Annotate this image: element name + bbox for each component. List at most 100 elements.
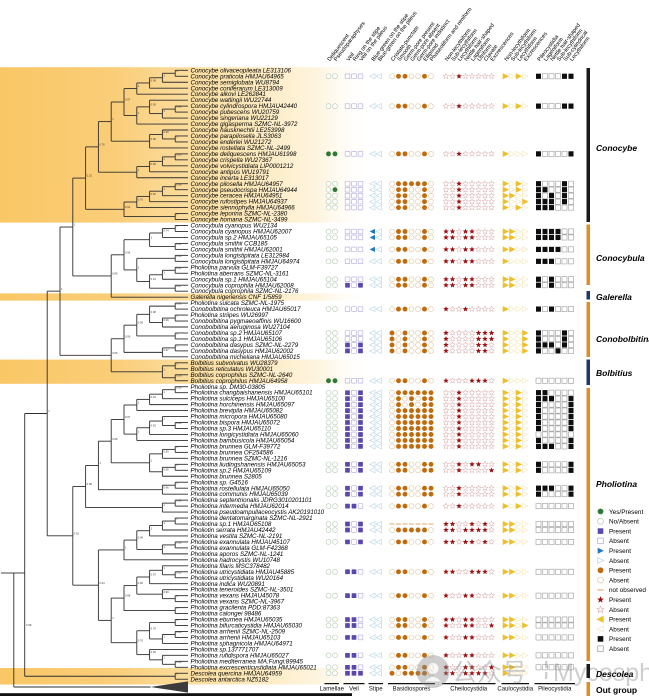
- matrix-cell-star-red-open: [449, 377, 456, 384]
- matrix-cell-square-purple-filled: [351, 635, 357, 640]
- support-value: 0.98: [176, 630, 182, 634]
- matrix-row: [325, 651, 574, 659]
- matrix-cell-star-red-open: [475, 621, 482, 629]
- matrix-cell-circle-brown-open: [389, 186, 395, 193]
- matrix-cell-circle-brown-open: [408, 258, 415, 265]
- matrix-cell-square-purple-filled: [358, 348, 363, 354]
- matrix-cell-circle-brown-open: [408, 228, 415, 235]
- matrix-cell-star-red-open: [449, 400, 456, 408]
- matrix-cell-square-purple-open: [351, 419, 357, 426]
- matrix-cell-star-red-open: [449, 418, 456, 426]
- support-value: 1: [176, 224, 178, 228]
- matrix-cell-circle-green-open: [332, 664, 338, 671]
- matrix-cell-star-red-open: [481, 245, 489, 253]
- matrix-cell-square-purple-filled: [358, 521, 363, 527]
- matrix-cell-star-red-open: [488, 430, 495, 438]
- matrix-cell-star-red-open: [468, 150, 476, 157]
- matrix-cell-square-black-filled: [568, 437, 574, 444]
- matrix-cell-square-black-open: [568, 342, 574, 348]
- matrix-cell-star-red-open: [488, 281, 495, 289]
- matrix-cell-triangle-blue-open: [375, 485, 382, 492]
- matrix-cell-square-purple-filled: [345, 569, 350, 575]
- genus-label: Conobolbitina: [596, 334, 649, 344]
- genus-bar: [586, 302, 590, 357]
- matrix-cell-square-black-filled: [536, 425, 541, 432]
- matrix-cell-circle-brown-filled: [396, 205, 401, 211]
- matrix-cell-triangle-blue-open: [368, 538, 376, 546]
- matrix-cell-circle-brown-open: [389, 377, 395, 384]
- taxon-label: Conocybe cylindrospora HMJAU42440: [191, 103, 298, 110]
- matrix-cell-circle-brown-open: [428, 569, 434, 575]
- matrix-cell-triangle-yellow-open: [509, 491, 516, 498]
- matrix-cell-star-red-open: [475, 538, 482, 545]
- matrix-cell-triangle-blue-open: [368, 282, 376, 289]
- support-value: 0.98: [151, 79, 157, 83]
- matrix-cell-star-red-open: [442, 395, 450, 402]
- matrix-cell-triangle-yellow-open: [522, 180, 529, 187]
- matrix-cell-triangle-yellow-open: [522, 664, 529, 671]
- matrix-cell-circle-brown-filled: [396, 390, 401, 396]
- matrix-cell-star-red-open: [442, 430, 450, 438]
- matrix-cell-circle-green-open: [325, 425, 332, 432]
- matrix-cell-triangle-yellow-filled: [509, 228, 516, 235]
- matrix-cell-square-black-open: [555, 592, 561, 599]
- matrix-cell-square-black-filled: [555, 246, 561, 252]
- matrix-cell-circle-brown-filled: [415, 670, 421, 676]
- matrix-cell-square-purple-filled: [358, 438, 363, 443]
- matrix-cell-triangle-yellow-open: [522, 652, 529, 659]
- matrix-cell-circle-brown-filled: [396, 282, 401, 288]
- matrix-cell-circle-brown-filled: [422, 181, 427, 187]
- taxon-label: Conocybula sp.1 HMJAU65104: [191, 276, 278, 283]
- taxon-label: Pholiotina brunnea S2805: [191, 473, 263, 480]
- matrix-cell-circle-brown-filled: [402, 443, 408, 449]
- matrix-cell-square-black-filled: [568, 103, 574, 109]
- matrix-cell-star-red-filled: [462, 664, 469, 670]
- matrix-cell-triangle-blue-open: [368, 419, 376, 426]
- matrix-cell-circle-brown-open: [389, 180, 395, 187]
- matrix-cell-circle-brown-open: [389, 527, 395, 533]
- matrix-cell-star-red-open: [455, 305, 463, 313]
- matrix-cell-star-red-open: [442, 418, 450, 426]
- matrix-cell-triangle-yellow-filled: [502, 276, 510, 283]
- matrix-cell-square-black-open: [548, 419, 555, 426]
- matrix-cell-circle-brown-filled: [402, 408, 408, 414]
- matrix-cell-circle-brown-open: [389, 539, 395, 545]
- matrix-cell-circle-brown-open: [408, 592, 415, 599]
- matrix-cell-square-purple-open: [344, 336, 351, 342]
- taxon-label: Conocybe volvicystidiata LIP0001212: [191, 163, 294, 170]
- matrix-cell-square-purple-filled: [351, 617, 357, 622]
- taxon-label: Pholiotina calongei 98486: [191, 611, 262, 618]
- matrix-cell-circle-brown-filled: [428, 491, 434, 497]
- matrix-cell-triangle-yellow-open: [515, 592, 523, 599]
- matrix-cell-square-black-open: [555, 616, 561, 623]
- taxon-label: Pholiotina utricystidiata HMJAU45885: [191, 569, 295, 576]
- matrix-cell-circle-green-open: [332, 330, 338, 336]
- matrix-cell-triangle-yellow-filled: [502, 192, 510, 199]
- matrix-cell-triangle-yellow-filled: [502, 568, 510, 575]
- matrix-cell-star-red-open: [468, 436, 476, 444]
- matrix-cell-triangle-yellow-open: [509, 103, 516, 110]
- matrix-row: [325, 592, 574, 599]
- matrix-cell-square-black-open: [561, 443, 568, 450]
- support-value: 0.98: [26, 623, 32, 627]
- support-value: 0.94: [151, 395, 157, 399]
- matrix-cell-square-black-open: [548, 622, 555, 629]
- matrix-cell-circle-green-open: [332, 103, 338, 109]
- matrix-cell-star-red-filled: [462, 527, 469, 533]
- matrix-cell-star-red-open: [449, 621, 456, 629]
- matrix-cell-triangle-yellow-filled: [502, 526, 510, 534]
- matrix-cell-square-black-open: [568, 622, 574, 629]
- matrix-cell-square-black-open: [561, 652, 568, 659]
- matrix-cell-circle-brown-open: [389, 204, 395, 211]
- matrix-cell-star-red-open: [481, 592, 489, 599]
- matrix-cell-square-purple-open: [351, 395, 357, 402]
- taxon-label: Pholiotina aporos SZMC-NL-1241: [191, 551, 284, 558]
- taxon-label: Conocybula coprophila SZMC-NL-2176: [191, 288, 300, 295]
- group-label: Stipe: [369, 687, 383, 693]
- matrix-cell-star-red-filled: [482, 330, 488, 336]
- matrix-cell-star-red-filled: [469, 664, 475, 670]
- matrix-cell-square-black-open: [548, 103, 555, 110]
- matrix-cell-circle-brown-filled: [402, 181, 408, 187]
- matrix-cell-circle-green-open: [332, 419, 338, 426]
- matrix-cell-circle-brown-open: [408, 234, 415, 241]
